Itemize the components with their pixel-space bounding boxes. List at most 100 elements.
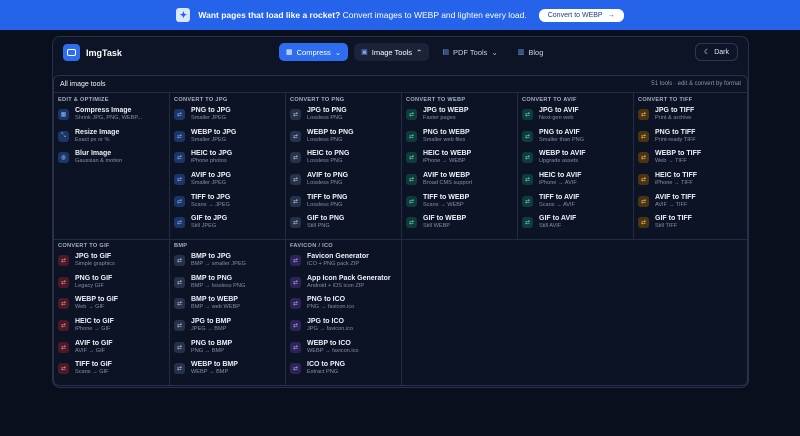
tool-text: JPG to AVIF Next-gen web <box>539 107 579 122</box>
tool-link[interactable]: ⇄ TIFF to GIF Scans → GIF <box>58 361 165 383</box>
tool-link[interactable]: ⇄ ICO to PNG Extract PNG <box>290 361 397 383</box>
tool-link[interactable]: ⇄ WEBP to BMP WEBP → BMP <box>174 361 281 383</box>
convert-icon: ⇄ <box>522 109 533 120</box>
tool-link[interactable]: ⇄ GIF to AVIF Still AVIF <box>522 215 629 237</box>
tool-link[interactable]: ⇄ HEIC to PNG Lossless PNG <box>290 150 397 172</box>
dark-mode-toggle[interactable]: ☾ Dark <box>694 43 738 61</box>
tool-link[interactable]: ⇄ AVIF to GIF AVIF → GIF <box>58 340 165 362</box>
tool-link[interactable]: ⇄ JPG to TIFF Print & archive <box>638 107 746 129</box>
tool-text: GIF to WEBP Still WEBP <box>423 215 466 230</box>
tool-desc: BMP → web WEBP <box>191 304 241 311</box>
convert-to-webp-button[interactable]: Convert to WEBP → <box>538 8 624 22</box>
tool-text: AVIF to WEBP Broad CMS support <box>423 172 472 187</box>
tool-link[interactable]: ⇄ HEIC to GIF iPhone → GIF <box>58 318 165 340</box>
convert-icon: ⇄ <box>290 298 301 310</box>
tool-link[interactable]: ⇄ WEBP to PNG Lossless PNG <box>290 129 397 151</box>
convert-icon: ⇄ <box>638 130 649 142</box>
tool-name: PNG to JPG <box>191 107 231 114</box>
tool-desc: Exact px or % <box>75 136 110 143</box>
tool-link[interactable]: ◍ Blur Image Gaussian & motion <box>58 150 165 172</box>
tool-link[interactable]: ⇄ HEIC to TIFF iPhone → TIFF <box>638 172 746 194</box>
convert-icon: ⇄ <box>58 341 69 353</box>
tool-name: HEIC to AVIF <box>539 172 582 180</box>
tool-text: JPG to ICO JPG → favicon.ico <box>307 318 353 333</box>
tool-link[interactable]: ⇄ TIFF to PNG Lossless PNG <box>290 194 397 216</box>
tool-link[interactable]: ⇄ JPG to ICO JPG → favicon.ico <box>290 318 397 340</box>
tool-link[interactable]: ⇄ PNG to ICO PNG → favicon.ico <box>290 296 397 318</box>
tool-link[interactable]: ▦ Compress Image Shrink JPG, PNG, WEBP... <box>58 107 165 129</box>
tool-desc: Lossless PNG <box>307 158 343 165</box>
tool-desc: Next-gen web <box>539 115 574 121</box>
tool-name: WEBP to TIFF <box>655 150 702 158</box>
tool-desc: iPhone → TIFF <box>655 180 693 187</box>
tool-link[interactable]: ⇄ WEBP to GIF Web → GIF <box>58 296 165 318</box>
compress-button[interactable]: ▦ Compress ⌄ <box>279 43 349 61</box>
blog-link[interactable]: ▥ Blog <box>517 47 544 57</box>
convert-icon: ⇄ <box>58 255 69 266</box>
tool-link[interactable]: ⇄ JPG to GIF Simple graphics <box>58 253 165 275</box>
tool-link[interactable]: ⇄ GIF to TIFF Still TIFF <box>638 215 746 237</box>
tool-desc: Scans → WEBP <box>423 201 464 208</box>
tool-name: PNG to ICO <box>307 296 346 304</box>
tool-link[interactable]: ⤡ Resize Image Exact px or % <box>58 129 165 151</box>
tool-link[interactable]: ⇄ JPG to PNG Lossless PNG <box>290 107 397 129</box>
tool-link[interactable]: ⇄ JPG to WEBP Faster pages <box>406 107 513 129</box>
tool-link[interactable]: ⇄ GIF to JPG Still JPEG <box>174 215 281 237</box>
tool-link[interactable]: ⇄ GIF to WEBP Still WEBP <box>406 215 513 237</box>
tool-desc: Smaller than PNG <box>539 136 585 143</box>
tool-link[interactable]: ⇄ BMP to PNG BMP → lossless PNG <box>174 275 281 297</box>
tool-link[interactable]: ⇄ TIFF to JPG Scans → JPEG <box>174 194 281 216</box>
convert-icon: ⇄ <box>58 363 69 375</box>
tool-text: TIFF to GIF Scans → GIF <box>75 361 112 376</box>
convert-icon: ⇄ <box>290 320 301 332</box>
tool-name: TIFF to PNG <box>307 193 348 201</box>
tool-text: JPG to WEBP Faster pages <box>423 107 469 122</box>
tool-link[interactable]: ⇄ JPG to AVIF Next-gen web <box>522 107 629 129</box>
tool-link[interactable]: ⇄ HEIC to WEBP iPhone → WEBP <box>406 150 513 172</box>
sparkle-icon: ✦ <box>176 8 191 22</box>
tool-link[interactable]: ⇄ PNG to WEBP Smaller web files <box>406 129 513 151</box>
tool-link[interactable]: ⇄ BMP to WEBP BMP → web WEBP <box>174 296 281 318</box>
tool-link[interactable]: ⇄ TIFF to AVIF Scans → AVIF <box>522 194 629 216</box>
tool-link[interactable]: ⇄ WEBP to ICO WEBP → favicon.ico <box>290 340 397 362</box>
image-tools-menu[interactable]: ▣ Image Tools ⌃ <box>354 43 430 61</box>
convert-icon: ⇄ <box>290 217 301 229</box>
tool-link[interactable]: ⇄ PNG to TIFF Print-ready TIFF <box>638 129 746 151</box>
convert-icon: ⇄ <box>174 276 185 288</box>
tool-link[interactable]: ⇄ HEIC to JPG iPhone photos <box>174 150 281 172</box>
tool-link[interactable]: ⇄ PNG to JPG Smaller JPEG <box>174 107 281 129</box>
tool-link[interactable]: ⇄ App Icon Pack Generator Android + iOS ic… <box>290 275 397 297</box>
tool-text: WEBP to BMP WEBP → BMP <box>191 361 238 376</box>
tool-link[interactable]: ⇄ PNG to GIF Legacy GIF <box>58 275 165 297</box>
tool-link[interactable]: ⇄ PNG to BMP PNG → BMP <box>174 340 281 362</box>
tool-section: BMP ⇄ BMP to JPG BMP → smaller JPEG ⇄ BMP to … <box>170 239 286 385</box>
tool-section: CONVERT TO GIF ⇄ JPG to GIF Simple graphics… <box>54 239 170 385</box>
tool-link[interactable]: ⇄ AVIF to WEBP Broad CMS support <box>406 172 513 194</box>
logo[interactable]: ImgTask <box>63 44 122 61</box>
tool-name: AVIF to GIF <box>75 339 113 347</box>
tool-link[interactable]: ⇄ AVIF to PNG Lossless PNG <box>290 172 397 194</box>
tool-text: JPG to PNG Lossless PNG <box>307 107 347 122</box>
tool-section: CONVERT TO AVIF ⇄ JPG to AVIF Next-gen web ⇄… <box>518 93 634 239</box>
tool-name: ICO to PNG <box>307 361 346 369</box>
tool-link[interactable]: ⇄ BMP to JPG BMP → smaller JPEG <box>174 253 281 275</box>
tool-desc: Still WEBP <box>423 223 451 230</box>
tool-text: GIF to TIFF Still TIFF <box>655 215 692 230</box>
pdf-tools-menu[interactable]: ▤ PDF Tools ⌄ <box>442 47 498 57</box>
tool-name: TIFF to WEBP <box>423 193 470 201</box>
tool-text: GIF to AVIF Still AVIF <box>539 215 576 230</box>
tool-link[interactable]: ⇄ Favicon Generator ICO + PNG pack ZIP <box>290 253 397 275</box>
tool-link[interactable]: ⇄ GIF to PNG Still PNG <box>290 215 397 237</box>
tool-link[interactable]: ⇄ AVIF to TIFF AVIF → TIFF <box>638 194 746 216</box>
chevron-up-icon: ⌃ <box>416 47 423 57</box>
compress-icon: ▦ <box>58 109 69 120</box>
tool-link[interactable]: ⇄ WEBP to TIFF Web → TIFF <box>638 150 746 172</box>
tool-link[interactable]: ⇄ TIFF to WEBP Scans → WEBP <box>406 194 513 216</box>
tool-link[interactable]: ⇄ WEBP to JPG Smaller JPEG <box>174 129 281 151</box>
tool-link[interactable]: ⇄ HEIC to AVIF iPhone → AVIF <box>522 172 629 194</box>
convert-icon: ⇄ <box>290 363 301 375</box>
tool-link[interactable]: ⇄ PNG to AVIF Smaller than PNG <box>522 129 629 151</box>
tool-link[interactable]: ⇄ JPG to BMP JPEG → BMP <box>174 318 281 340</box>
tool-link[interactable]: ⇄ AVIF to JPG Smaller JPEG <box>174 172 281 194</box>
tool-link[interactable]: ⇄ WEBP to AVIF Upgrade assets <box>522 150 629 172</box>
